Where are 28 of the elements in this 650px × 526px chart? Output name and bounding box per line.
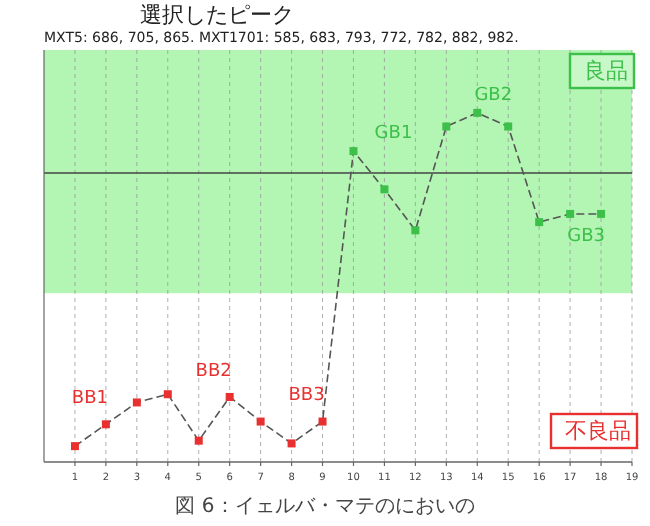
point (380, 185, 389, 194)
point (225, 392, 234, 401)
point (287, 439, 296, 448)
annotation: GB2 (474, 85, 513, 106)
text: 良品 (584, 58, 628, 85)
point (349, 147, 358, 156)
point (101, 420, 110, 429)
annotation: GB3 (567, 226, 605, 247)
point (442, 122, 451, 131)
point (597, 209, 606, 218)
point (132, 398, 141, 407)
point (318, 417, 327, 426)
point (535, 218, 544, 227)
point (566, 209, 575, 218)
point (194, 436, 203, 445)
point (163, 390, 172, 399)
annotation: BB3 (288, 386, 325, 407)
point (256, 417, 265, 426)
annotation: GB1 (374, 123, 413, 145)
chart-title: 選択したピーク (140, 2, 294, 28)
caption: 図 6：イェルバ・マテのにおいの (175, 496, 475, 518)
point (473, 108, 482, 117)
annotation: 不良品 (565, 418, 631, 445)
point (70, 442, 79, 451)
point (411, 226, 420, 235)
point (504, 122, 513, 131)
annotation: BB1 (71, 389, 108, 410)
annotation: BB2 (195, 361, 232, 382)
